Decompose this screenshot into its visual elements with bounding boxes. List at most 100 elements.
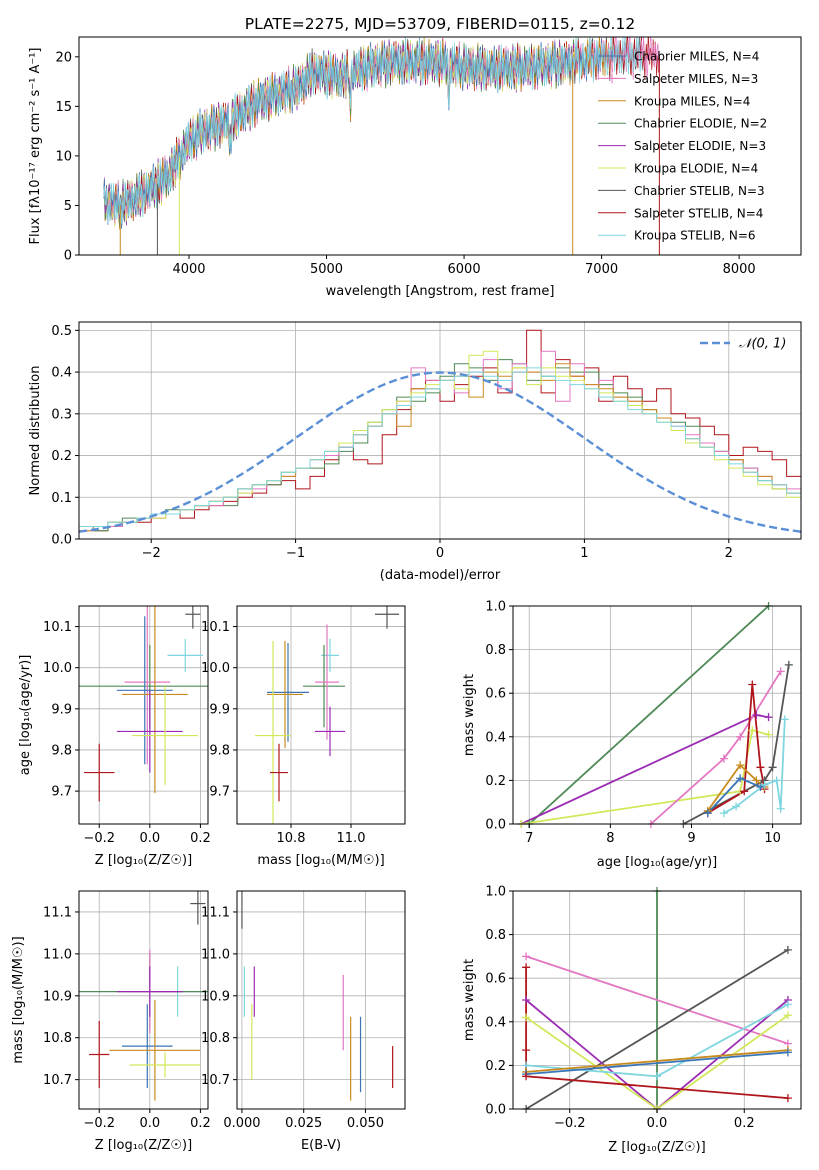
axes-frame bbox=[78, 36, 802, 256]
x-tick-label: 0.2 bbox=[734, 1116, 755, 1131]
x-axis-label: E(B-V) bbox=[301, 1138, 341, 1153]
x-tick-label: 5000 bbox=[310, 262, 343, 277]
y-tick-label: 0.3 bbox=[51, 407, 72, 422]
weight-line-kroupa-elodie bbox=[525, 1014, 789, 1109]
y-tick-label: 10.0 bbox=[43, 661, 72, 676]
x-axis-label: Z [log₁₀(Z/Z☉)] bbox=[95, 853, 192, 868]
weight-marker-salpeter-stelib bbox=[522, 963, 531, 972]
x-tick-label: 9 bbox=[687, 831, 695, 846]
x-tick-label: 0.025 bbox=[285, 1116, 322, 1131]
weight-marker-salpeter-miles bbox=[522, 952, 531, 961]
x-tick-label: 0.0 bbox=[139, 831, 160, 846]
weight-marker-kroupa-miles bbox=[736, 761, 745, 770]
y-tick-label: 1.0 bbox=[485, 885, 506, 900]
spectrum-kroupa-stelib bbox=[103, 37, 644, 224]
axes-frame bbox=[78, 890, 209, 1110]
y-tick-label: 0.6 bbox=[485, 687, 506, 702]
legend-label: Kroupa ELODIE, N=4 bbox=[634, 162, 758, 176]
weight-line-chabrier-elodie bbox=[528, 606, 770, 824]
axes-frame bbox=[236, 605, 406, 825]
y-tick-label: 10.9 bbox=[201, 989, 230, 1004]
y-axis-label: Normed distribution bbox=[28, 366, 43, 496]
histogram-kroupa-stelib bbox=[79, 367, 801, 532]
weight-line-salpeter-miles bbox=[650, 670, 782, 824]
x-axis-label: wavelength [Angstrom, rest frame] bbox=[326, 284, 555, 299]
axes-frame bbox=[78, 605, 209, 825]
weight-marker-kroupa-elodie bbox=[783, 1011, 792, 1020]
x-tick-label: 0.2 bbox=[190, 831, 211, 846]
y-tick-label: 9.9 bbox=[209, 702, 230, 717]
legend-label: Salpeter ELODIE, N=3 bbox=[634, 139, 766, 153]
weight-marker-salpeter-stelib bbox=[522, 1046, 531, 1055]
y-tick-label: 0.6 bbox=[485, 972, 506, 987]
weight-marker-kroupa-elodie bbox=[748, 726, 757, 735]
x-tick-label: 8 bbox=[606, 831, 614, 846]
y-tick-label: 0.0 bbox=[485, 818, 506, 833]
y-axis-label: mass weight bbox=[462, 959, 477, 1041]
y-tick-label: 5 bbox=[64, 199, 72, 214]
weight-marker-kroupa-miles bbox=[752, 776, 761, 785]
weight-line-chabrier-stelib bbox=[682, 664, 790, 824]
axes-frame bbox=[512, 890, 802, 1110]
x-tick-label: 0.2 bbox=[190, 1116, 211, 1131]
weight-marker-salpeter-miles bbox=[719, 754, 728, 763]
weight-marker-chabrier-miles bbox=[703, 809, 712, 818]
weight-line-salpeter-elodie bbox=[525, 999, 789, 1109]
y-tick-label: 11.1 bbox=[43, 905, 72, 920]
x-tick-label: 6000 bbox=[448, 262, 481, 277]
y-tick-label: 10.0 bbox=[201, 661, 230, 676]
legend-label: Salpeter STELIB, N=4 bbox=[634, 206, 763, 220]
y-axis-label: Flux [fλ10⁻¹⁷ erg cm⁻² s⁻¹ A⁻¹] bbox=[28, 48, 43, 245]
errorbar-group bbox=[241, 891, 394, 1101]
x-tick-label: 2 bbox=[725, 546, 733, 561]
axes-frame bbox=[512, 605, 802, 825]
x-tick-label: 0.0 bbox=[647, 1116, 668, 1131]
histogram-group bbox=[79, 329, 801, 533]
y-tick-label: 10.1 bbox=[43, 620, 72, 635]
y-tick-label: 0.2 bbox=[485, 1059, 506, 1074]
x-tick-label: 0.050 bbox=[347, 1116, 384, 1131]
weight-line-chabrier-stelib bbox=[525, 949, 789, 1109]
weight-marker-kroupa-stelib bbox=[772, 776, 781, 785]
legend-marker bbox=[607, 73, 617, 84]
y-tick-label: 11.0 bbox=[201, 947, 230, 962]
y-tick-label: 20 bbox=[55, 50, 72, 65]
weight-marker-kroupa-stelib bbox=[760, 780, 769, 789]
weight-marker-kroupa-elodie bbox=[764, 730, 773, 739]
y-tick-label: 0.5 bbox=[51, 324, 72, 339]
weight-marker-salpeter-elodie bbox=[752, 711, 761, 719]
x-tick-label: 8000 bbox=[723, 262, 756, 277]
axes-frame bbox=[78, 321, 802, 540]
x-tick-label: −0.2 bbox=[554, 1116, 586, 1131]
legend-marker bbox=[607, 51, 617, 61]
weight-marker-kroupa-stelib bbox=[719, 809, 728, 818]
weight-marker-chabrier-stelib bbox=[784, 660, 793, 669]
legend-label: Chabrier MILES, N=4 bbox=[634, 50, 759, 64]
y-tick-label: 10.8 bbox=[43, 1031, 72, 1046]
x-axis-label: (data-model)/error bbox=[380, 568, 501, 583]
x-tick-label: −1 bbox=[286, 546, 305, 561]
legend-label: 𝒩(0, 1) bbox=[739, 337, 786, 352]
x-tick-label: 0.000 bbox=[223, 1116, 260, 1131]
weight-line-kroupa-miles bbox=[526, 1049, 788, 1073]
weight-marker-salpeter-stelib bbox=[522, 1072, 531, 1081]
weight-marker-chabrier-miles bbox=[783, 1048, 792, 1057]
weight-marker-salpeter-stelib bbox=[756, 763, 765, 772]
normal-curve bbox=[79, 371, 801, 533]
y-tick-label: 9.7 bbox=[209, 785, 230, 800]
spectrum-group bbox=[103, 37, 660, 255]
x-tick-label: 0 bbox=[436, 546, 444, 561]
x-tick-label: 4000 bbox=[172, 262, 205, 277]
weight-marker-salpeter-miles bbox=[776, 667, 785, 676]
weight-marker-salpeter-elodie bbox=[764, 713, 773, 722]
y-axis-label: mass weight bbox=[462, 674, 477, 756]
x-tick-label: 10.8 bbox=[277, 831, 306, 846]
x-tick-label: −0.2 bbox=[83, 831, 115, 846]
weight-marker-kroupa-elodie bbox=[522, 1013, 531, 1022]
y-tick-label: 10 bbox=[55, 149, 72, 164]
weight-marker-salpeter-stelib bbox=[740, 787, 749, 796]
y-tick-label: 0.2 bbox=[485, 774, 506, 789]
x-axis-label: mass [log₁₀(M/M☉)] bbox=[257, 853, 384, 868]
y-tick-label: 9.7 bbox=[51, 785, 72, 800]
